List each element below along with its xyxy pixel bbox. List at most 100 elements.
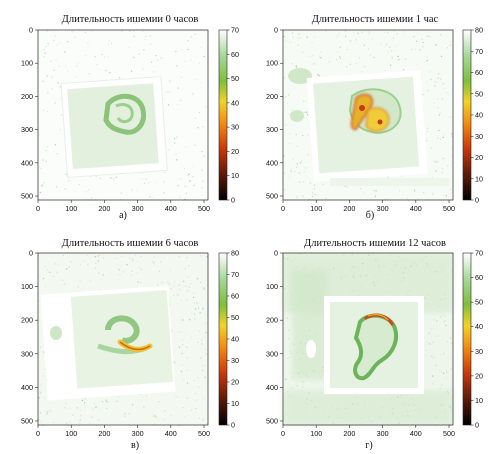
x-tick-label: 200 [343,204,355,213]
colorbar-tick-label: 0 [475,196,479,205]
panel-d-heatmap [283,253,453,426]
colorbar [462,252,472,426]
x-tick-label: 0 [36,204,40,213]
panel-a-title: Длительность ишемии 0 часов [62,14,199,25]
colorbar-tick-label: 40 [475,111,483,120]
panel-c: Длительность ишемии 6 часов 0 100 200 300 40… [21,238,239,451]
panel-d-title: Длительность ишемии 12 часов [304,238,446,249]
y-tick-label: 300 [21,349,33,358]
panel-b: Длительность ишемии 1 час 0 100 200 300 400 5… [266,14,483,221]
y-tick-label: 300 [266,349,278,358]
colorbar-tick-label: 30 [231,356,239,365]
colorbar-tick-label: 80 [475,26,483,35]
colorbar-tick-label: 0 [231,421,235,430]
y-tick-label: 100 [266,59,278,68]
x-tick-label: 0 [281,429,285,438]
y-tick-label: 300 [266,125,278,134]
y-tick-label: 400 [266,383,278,392]
colorbar-tick-label: 0 [231,196,235,205]
x-tick-label: 500 [198,429,210,438]
colorbar-tick-label: 60 [231,50,239,59]
x-tick-label: 100 [310,204,322,213]
colorbar-tick-label: 50 [231,313,239,322]
panel-c-heatmap [38,253,209,427]
colorbar-tick-label: 60 [475,273,483,282]
x-tick-label: 300 [377,429,389,438]
x-tick-label: 400 [165,429,177,438]
x-tick-label: 100 [65,429,77,438]
x-tick-label: 100 [310,429,322,438]
colorbar-tick-label: 0 [475,421,479,430]
y-tick-label: 0 [29,249,33,258]
colorbar-tick-label: 10 [231,399,239,408]
panel-a-heatmap [38,30,208,201]
x-tick-label: 0 [281,204,285,213]
colorbar-tick-label: 20 [475,153,483,162]
colorbar-tick-label: 30 [231,123,239,132]
y-tick-label: 100 [266,282,278,291]
colorbar-tick-label: 40 [231,335,239,344]
x-tick-label: 200 [98,429,110,438]
colorbar-tick-label: 80 [231,249,239,258]
y-tick-label: 100 [21,282,33,291]
y-tick-label: 200 [266,92,278,101]
colorbar-tick-label: 20 [231,147,239,156]
y-tick-label: 500 [266,416,278,425]
colorbar-tick-label: 20 [475,371,483,380]
x-tick-label: 300 [132,204,144,213]
y-tick-label: 500 [266,192,278,201]
panel-c-title: Длительность ишемии 6 часов [62,238,199,249]
colorbar-tick-label: 20 [231,378,239,387]
x-tick-label: 300 [132,429,144,438]
y-tick-label: 400 [266,158,278,167]
colorbar-tick-label: 70 [475,47,483,56]
y-tick-label: 300 [21,125,33,134]
colorbar-tick-label: 40 [475,322,483,331]
x-tick-label: 500 [198,204,210,213]
colorbar-tick-label: 10 [231,171,239,180]
x-tick-label: 0 [36,429,40,438]
y-tick-label: 200 [21,316,33,325]
panel-c-caption: в) [131,440,139,451]
x-tick-label: 500 [443,429,455,438]
colorbar-tick-label: 50 [475,89,483,98]
panel-b-caption: б) [366,210,374,221]
y-tick-label: 500 [21,192,33,201]
colorbar-tick-label: 60 [475,68,483,77]
x-tick-label: 400 [410,204,422,213]
panel-d-caption: г) [365,440,372,451]
panel-d: Длительность ишемии 12 часов 0 100 200 300 4… [266,238,483,451]
panel-a: Длительность ишемии 0 часов 0 100 200 300 40… [21,14,239,221]
x-tick-label: 500 [443,204,455,213]
x-tick-label: 200 [343,429,355,438]
y-tick-label: 0 [29,26,33,35]
colorbar-tick-label: 70 [231,270,239,279]
colorbar-tick-label: 60 [231,292,239,301]
x-tick-label: 100 [65,204,77,213]
x-tick-label: 300 [377,204,389,213]
colorbar-tick-label: 30 [475,347,483,356]
panel-b-heatmap [283,30,454,202]
y-tick-label: 400 [21,158,33,167]
panel-a-caption: а) [119,210,127,221]
colorbar-tick-label: 50 [475,298,483,307]
colorbar-tick-label: 10 [475,174,483,183]
y-tick-label: 0 [274,26,278,35]
colorbar [462,29,472,201]
colorbar [218,29,228,201]
colorbar [218,252,228,426]
y-tick-label: 100 [21,59,33,68]
x-tick-label: 200 [98,204,110,213]
colorbar-tick-label: 50 [231,74,239,83]
colorbar-tick-label: 10 [475,396,483,405]
x-tick-label: 400 [165,204,177,213]
colorbar-tick-label: 40 [231,98,239,107]
y-tick-label: 200 [266,316,278,325]
x-tick-label: 400 [410,429,422,438]
colorbar-tick-label: 30 [475,132,483,141]
colorbar-tick-label: 70 [475,249,483,258]
y-tick-label: 200 [21,92,33,101]
panel-b-title: Длительность ишемии 1 час [312,14,439,25]
y-tick-label: 500 [21,416,33,425]
